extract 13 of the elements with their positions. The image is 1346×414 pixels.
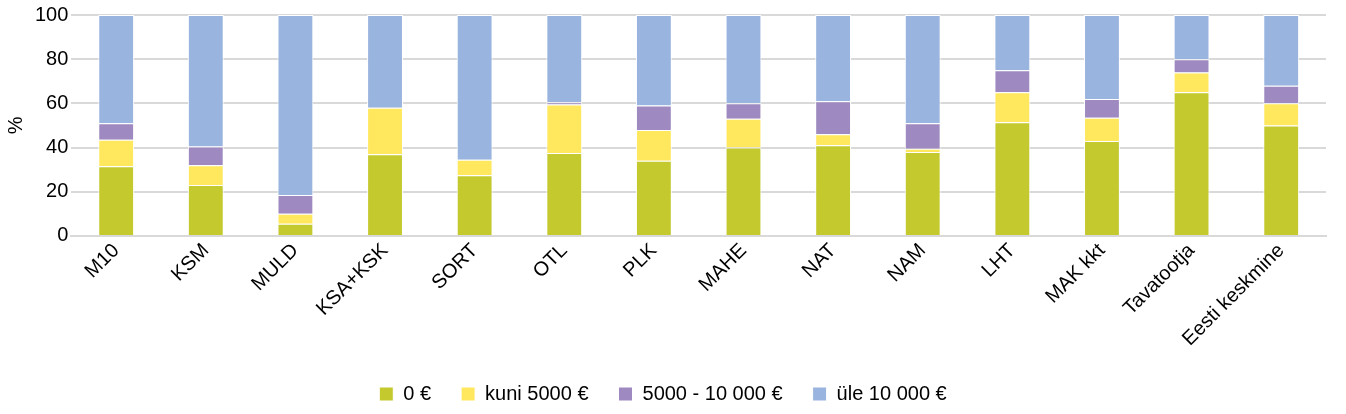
legend-label: kuni 5000 €: [485, 381, 589, 404]
y-tick-label: 0: [57, 223, 69, 246]
x-tick-label: M10: [79, 238, 123, 282]
legend-label: üle 10 000 €: [836, 381, 947, 404]
legend-label: 5000 - 10 000 €: [642, 381, 783, 404]
y-tick-label: 60: [46, 90, 69, 113]
y-axis-title: %: [3, 116, 26, 135]
y-tick-label: 40: [46, 135, 69, 158]
legend-label: 0 €: [403, 381, 432, 404]
y-tick-label: 20: [46, 179, 69, 202]
y-tick-label: 80: [46, 46, 69, 69]
x-tick-label: OTL: [527, 238, 571, 282]
y-tick-label: 100: [34, 2, 69, 25]
